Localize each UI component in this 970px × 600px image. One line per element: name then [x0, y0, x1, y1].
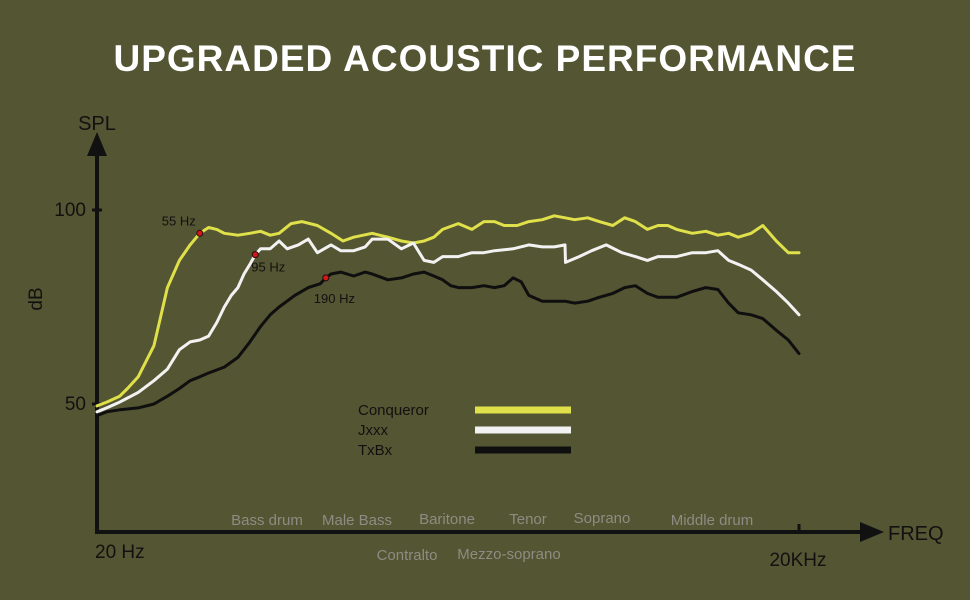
- marker-layer: 55 Hz 95 Hz 190 Hz: [162, 213, 355, 306]
- legend-label-jxxx: Jxxx: [358, 422, 389, 439]
- x-axis-label: FREQ: [888, 523, 944, 545]
- marker-dot-95hz: [251, 251, 259, 259]
- x-tick-label-20hz: 20 Hz: [95, 542, 145, 563]
- x-axis-arrow-icon: [860, 522, 884, 542]
- marker-label-95hz: 95 Hz: [251, 260, 285, 275]
- band-label-mezzo-soprano: Mezzo-soprano: [457, 546, 560, 563]
- series-line-txbx: [95, 270, 801, 418]
- marker-label-190hz: 190 Hz: [314, 291, 355, 306]
- band-label-bass-drum: Bass drum: [231, 512, 303, 529]
- band-label-soprano: Soprano: [574, 510, 631, 527]
- band-label-baritone: Baritone: [419, 511, 475, 528]
- band-label-middle-drum: Middle drum: [671, 512, 754, 529]
- series-layer: [95, 214, 801, 418]
- legend: Conqueror Jxxx TxBx: [358, 402, 571, 459]
- x-tick-label-20khz: 20KHz: [769, 550, 826, 571]
- band-label-contralto: Contralto: [377, 547, 438, 564]
- marker-dot-55hz: [196, 229, 204, 237]
- marker-dot-190hz: [322, 274, 330, 282]
- y-axis-label: SPL: [78, 113, 116, 135]
- band-label-tenor: Tenor: [509, 511, 547, 528]
- legend-label-conqueror: Conqueror: [358, 402, 429, 419]
- ylabel-db: dB: [26, 287, 47, 310]
- series-line-jxxx: [95, 237, 801, 414]
- page-title: UPGRADED ACOUSTIC PERFORMANCE: [113, 38, 857, 79]
- legend-label-txbx: TxBx: [358, 442, 393, 459]
- series-line-conqueror: [95, 214, 801, 408]
- y-axis-arrow-icon: [87, 132, 107, 156]
- y-tick-label-50: 50: [65, 394, 86, 415]
- y-tick-label-100: 100: [54, 200, 86, 221]
- band-label-male-bass: Male Bass: [322, 512, 392, 529]
- marker-label-55hz: 55 Hz: [162, 213, 196, 228]
